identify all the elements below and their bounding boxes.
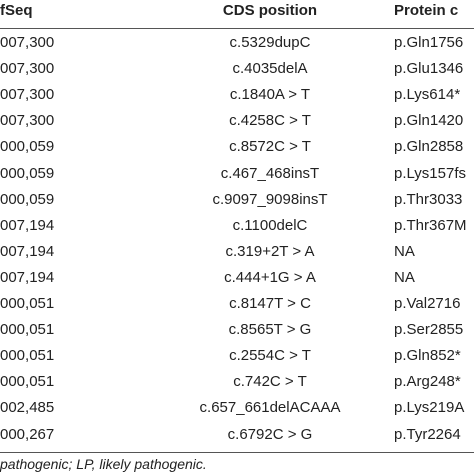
bottom-rule bbox=[0, 452, 474, 453]
table-cell: NA bbox=[394, 242, 415, 260]
table-cell: p.Glu1346 bbox=[394, 60, 464, 78]
table-cell: c.2554C > T bbox=[229, 347, 311, 365]
table-cell: 007,194 bbox=[0, 268, 55, 286]
table-cell: 000,059 bbox=[0, 164, 55, 182]
table-cell: 000,267 bbox=[0, 425, 55, 443]
table-cell: c.742C > T bbox=[233, 373, 307, 391]
table-cell: c.4258C > T bbox=[229, 112, 311, 130]
table-cell: 000,059 bbox=[0, 190, 55, 208]
table-cell: p.Gln1756 bbox=[394, 34, 464, 51]
table-cell: c.8565T > G bbox=[228, 321, 312, 339]
table-cell: 007,300 bbox=[0, 86, 55, 104]
table-cell: c.5329dupC bbox=[229, 34, 311, 51]
table-cell: p.Gln2858 bbox=[394, 138, 464, 156]
table-cell: p.Gln1420 bbox=[394, 112, 464, 130]
table-cell: c.1840A > T bbox=[229, 86, 311, 104]
table-cell: p.Gln852* bbox=[394, 347, 461, 365]
table-cell: 000,059 bbox=[0, 138, 55, 156]
table-cell: c.8147T > C bbox=[229, 295, 311, 312]
column-header: Protein c bbox=[394, 2, 459, 19]
table-cell: p.Arg248* bbox=[394, 373, 461, 391]
table-cell: 000,051 bbox=[0, 347, 55, 365]
table-cell: c.319+2T > A bbox=[225, 242, 315, 260]
table-cell: c.657_661delACAAA bbox=[199, 399, 341, 417]
table-cell: p.Tyr2264 bbox=[394, 425, 461, 443]
table-cell: c.8572C > T bbox=[229, 138, 311, 156]
table-cell: 007,194 bbox=[0, 242, 55, 260]
table-cell: 000,051 bbox=[0, 373, 55, 391]
table-cell: 002,485 bbox=[0, 399, 55, 417]
table-cell: 000,051 bbox=[0, 321, 55, 339]
column-header: fSeq bbox=[0, 2, 33, 19]
table-cell: NA bbox=[394, 268, 415, 286]
table-cell: c.467_468insT bbox=[220, 164, 320, 182]
table-cell: p.Thr367M bbox=[394, 216, 467, 234]
table-cell: 007,300 bbox=[0, 60, 55, 78]
table-cell: c.6792C > G bbox=[227, 425, 313, 443]
table-cell: p.Thr3033 bbox=[394, 190, 463, 208]
table-cell: p.Ser2855 bbox=[394, 321, 464, 339]
footnote: pathogenic; LP, likely pathogenic. bbox=[0, 456, 207, 472]
table-cell: 007,300 bbox=[0, 34, 55, 51]
table-cell: c.4035delA bbox=[232, 60, 308, 78]
column-header: CDS position bbox=[222, 2, 318, 19]
table-cell: c.444+1G > A bbox=[224, 268, 316, 286]
table-cell: c.9097_9098insT bbox=[212, 190, 328, 208]
header-rule bbox=[0, 28, 474, 29]
table-cell: p.Val2716 bbox=[394, 295, 461, 312]
table-cell: p.Lys614* bbox=[394, 86, 461, 104]
table-cell: 000,051 bbox=[0, 295, 55, 312]
table-cell: 007,300 bbox=[0, 112, 55, 130]
table-cell: p.Lys219A bbox=[394, 399, 465, 417]
table-cell: p.Lys157fs bbox=[394, 164, 466, 182]
table-cell: c.1100delC bbox=[232, 216, 308, 234]
table-cell: 007,194 bbox=[0, 216, 55, 234]
